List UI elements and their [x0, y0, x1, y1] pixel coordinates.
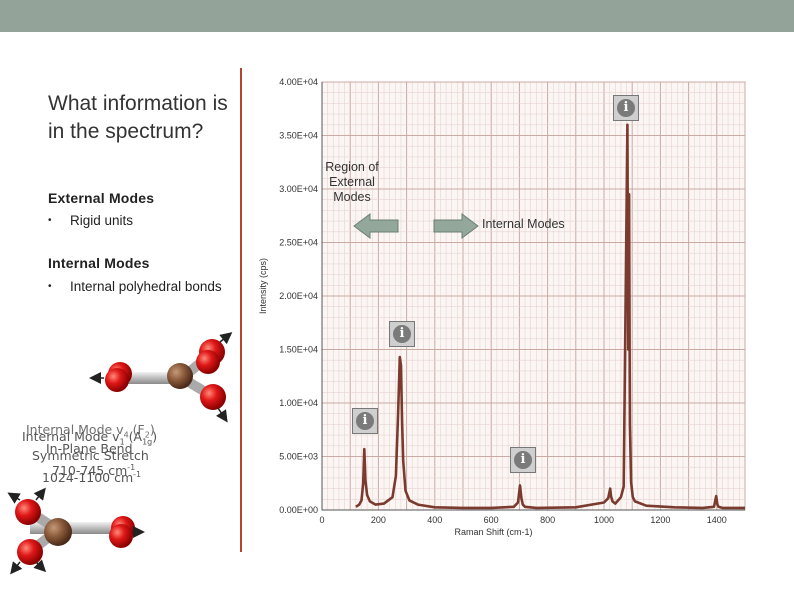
- mode-caption-line: Symmetric Stretch: [32, 448, 149, 463]
- y-tick-label: 3.00E+04: [279, 184, 318, 194]
- oxygen-atom: [109, 524, 133, 548]
- x-tick-label: 1200: [650, 515, 670, 525]
- mode-caption-line: 1024-1100 cm-1: [42, 470, 142, 486]
- left-arrow-icon: [353, 213, 399, 239]
- right-arrow-icon: [433, 213, 479, 239]
- motion-arrow: [10, 561, 23, 575]
- grid: [321, 81, 746, 511]
- info-icon[interactable]: i: [510, 447, 536, 473]
- bullet-text: Internal polyhedral bonds: [70, 279, 222, 294]
- slide-title: What information is in the spectrum?: [48, 92, 228, 143]
- internal-modes-heading: Internal Modes: [48, 255, 150, 271]
- molecule-1: [89, 332, 233, 423]
- bullet-dot: •: [48, 215, 52, 226]
- mode-caption-line: Internal Mode v1 (A1g): [22, 429, 158, 447]
- motion-arrow: [33, 559, 47, 573]
- motion-arrow: [216, 407, 228, 423]
- y-tick-label: 2.50E+04: [279, 238, 318, 248]
- external-modes-heading: External Modes: [48, 190, 155, 206]
- y-tick-label: 0.00E+00: [279, 505, 318, 515]
- vertical-divider: [240, 68, 242, 552]
- motion-arrow: [7, 492, 21, 504]
- mode-caption-line: Internal Mode v4 (F2): [26, 422, 155, 440]
- mode-caption-line: In-Plane Bend: [46, 441, 133, 456]
- series-line: [355, 123, 745, 510]
- info-icon[interactable]: i: [352, 408, 378, 434]
- oxygen-atom: [105, 368, 129, 392]
- oxygen-atom: [15, 499, 41, 525]
- y-tick-label: 5.00E+03: [279, 452, 318, 462]
- y-tick-label: 1.00E+04: [279, 398, 318, 408]
- oxygen-atom: [200, 384, 226, 410]
- x-tick-label: 600: [484, 515, 499, 525]
- title-bar: [0, 0, 794, 32]
- molecule-2: [7, 487, 145, 575]
- y-tick-label: 4.00E+04: [279, 77, 318, 87]
- x-tick-label: 1400: [707, 515, 727, 525]
- carbon-atom: [167, 363, 193, 389]
- x-tick-label: 0: [319, 515, 324, 525]
- motion-arrow: [33, 487, 46, 501]
- y-tick-label: 3.50E+04: [279, 131, 318, 141]
- info-icon[interactable]: i: [389, 321, 415, 347]
- oxygen-atom: [196, 350, 220, 374]
- x-tick-label: 800: [540, 515, 555, 525]
- info-icon[interactable]: i: [613, 95, 639, 121]
- bullet-text: Rigid units: [70, 213, 134, 228]
- internal-modes-label: Internal Modes: [482, 217, 565, 231]
- x-tick-label: 1000: [594, 515, 614, 525]
- y-axis-label: Intensity (cps): [258, 258, 268, 314]
- x-axis-label: Raman Shift (cm-1): [454, 527, 532, 537]
- carbon-atom: [44, 518, 72, 546]
- external-region-label: Region of External Modes: [325, 160, 379, 204]
- bullet-dot: •: [48, 281, 52, 292]
- x-tick-label: 400: [427, 515, 442, 525]
- y-tick-label: 2.00E+04: [279, 291, 318, 301]
- y-tick-label: 1.50E+04: [279, 345, 318, 355]
- motion-arrow: [219, 332, 233, 345]
- x-tick-label: 200: [371, 515, 386, 525]
- oxygen-atom: [17, 539, 43, 565]
- bond: [118, 372, 180, 384]
- mode-caption-line: 710-745 cm-1: [52, 463, 136, 479]
